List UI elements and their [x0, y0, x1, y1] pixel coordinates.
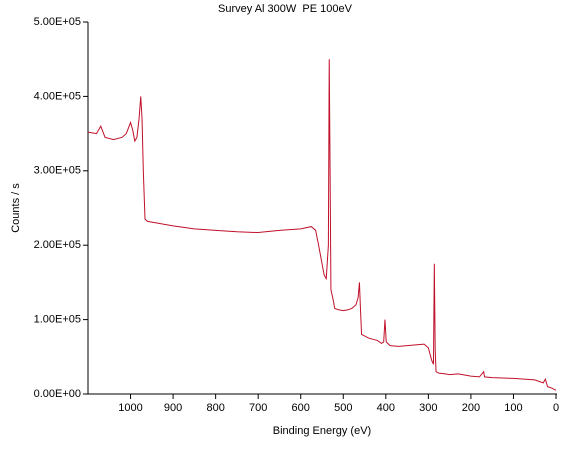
x-tick-label: 400 — [377, 402, 395, 414]
y-tick-label: 0.00E+00 — [34, 388, 81, 400]
x-tick-label: 100 — [504, 402, 522, 414]
y-tick-label: 2.00E+05 — [34, 239, 81, 251]
y-tick-label: 1.00E+05 — [34, 314, 81, 326]
x-tick-label: 200 — [462, 402, 480, 414]
x-tick-label: 0 — [553, 402, 559, 414]
x-tick-label: 700 — [249, 402, 267, 414]
x-tick-label: 500 — [334, 402, 352, 414]
y-tick-label: 5.00E+05 — [34, 16, 81, 28]
y-axis-label: Counts / s — [10, 183, 22, 233]
y-tick-label: 4.00E+05 — [34, 90, 81, 102]
x-axis-label: Binding Energy (eV) — [273, 425, 371, 437]
x-tick-label: 300 — [419, 402, 437, 414]
x-tick-label: 900 — [164, 402, 182, 414]
x-tick-label: 800 — [206, 402, 224, 414]
x-tick-label: 1000 — [118, 402, 142, 414]
x-tick-label: 600 — [292, 402, 310, 414]
chart-title: Survey Al 300W PE 100eV — [218, 3, 353, 15]
y-tick-label: 3.00E+05 — [34, 165, 81, 177]
spectrum-line — [87, 59, 557, 391]
